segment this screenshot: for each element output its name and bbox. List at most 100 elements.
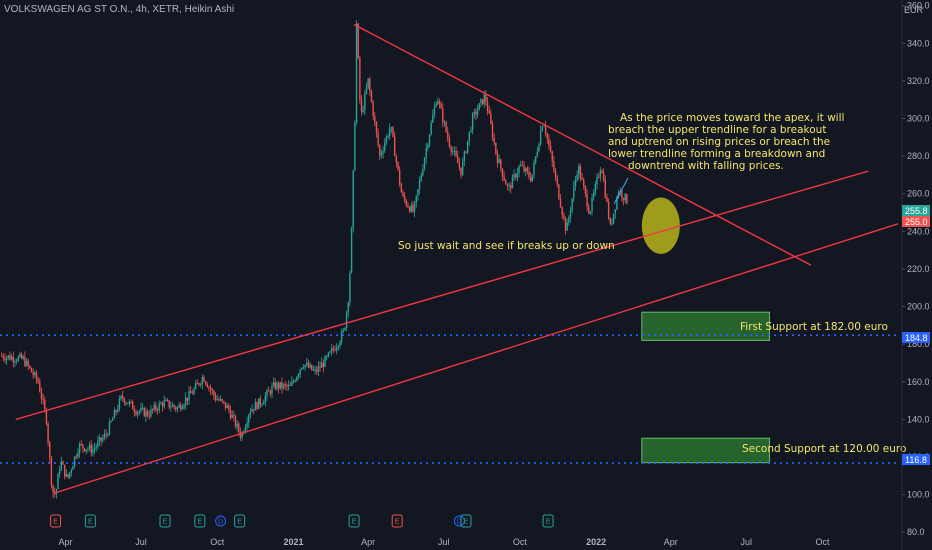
price-candle [427,144,429,149]
apex-note-line-1: As the price moves toward the apex, it w… [620,112,844,124]
price-candle [294,380,296,382]
price-candle [400,184,403,193]
price-candle [209,387,212,390]
price-candle [248,414,250,423]
price-candle [596,177,598,185]
price-candle [307,362,310,368]
price-candle [276,383,278,389]
price-candle [93,447,96,450]
earnings-marker-3 [194,514,206,528]
price-candle [175,407,177,410]
price-candle [73,456,76,467]
price-candle [520,164,522,167]
price-candle [59,469,61,474]
price-candle [130,401,132,403]
price-candle [569,210,572,218]
y-tick-label: 260.0 [907,189,930,199]
y-tick-label: 340.0 [907,38,930,48]
price-candle [506,184,509,186]
price-candle [161,403,164,407]
x-tick-label: Apr [361,537,375,547]
price-candle [458,163,461,168]
price-candle [453,151,456,153]
price-candle [362,109,364,112]
price-candle [534,156,537,163]
price-candle [88,444,91,449]
y-tick-label: 100.0 [907,490,930,500]
price-candle [25,360,28,366]
event-marker-label-6: E [352,519,357,526]
price-candle [239,431,242,438]
price-candle [385,136,388,144]
price-candle [498,159,500,164]
price-candle [249,411,252,415]
price-candle [561,207,563,215]
price-candle [428,134,431,145]
price-candle [365,87,368,94]
price-candle [447,131,449,139]
price-candle [196,383,199,385]
last-down-badge-bg [902,216,930,227]
price-candle [360,99,363,112]
price-candle [612,213,615,224]
price-candle [78,443,81,453]
price-candle [190,390,192,394]
earnings-marker-9 [460,514,472,528]
y-tick-label: 160.0 [907,377,930,387]
price-candle [5,357,8,361]
price-candle [301,367,303,370]
price-candle [413,203,416,212]
event-marker-label-1: E [88,519,93,526]
price-candle [145,410,147,417]
price-candle [566,222,568,231]
price-candle [148,415,150,417]
price-candle [549,145,552,152]
price-candle [47,423,49,443]
price-candle [602,173,605,181]
price-candle [455,151,457,157]
price-candle [286,384,288,387]
price-candle [325,356,328,358]
price-candle [337,345,340,348]
price-candle [256,402,258,409]
annotation-layer: So just wait and see if breaks up or dow… [398,112,906,455]
price-candle [236,423,238,427]
price-candle [473,111,475,114]
price-candle [533,162,535,175]
price-candle [173,405,175,408]
price-candle [476,110,479,115]
price-candle [32,372,34,376]
price-candle [158,403,160,411]
price-candle [551,151,553,162]
price-candle [128,401,131,404]
price-candle [251,409,253,412]
price-candle [518,166,520,173]
price-candle [50,458,53,486]
upper-channel-line [15,170,869,421]
price-candle [624,194,626,201]
price-candle [185,397,187,405]
last-down-badge: 255.0 [905,217,928,227]
price-candle [392,127,394,137]
x-tick-label: Oct [816,537,831,547]
price-candle [112,418,114,421]
y-tick-label: 280.0 [907,151,930,161]
price-candle [389,128,391,137]
price-candle [330,348,333,352]
price-candle [246,422,248,428]
y-tick-label: 220.0 [907,264,930,274]
x-tick-label: Jul [438,537,450,547]
price-candle [254,402,257,411]
second-support-label: Second Support at 120.00 euro [742,443,906,455]
price-candle [418,180,421,190]
price-candle [563,214,565,218]
price-candle [65,474,68,477]
price-candle [314,369,316,371]
price-candle [437,101,439,105]
price-candle [475,111,477,115]
price-candle [538,144,540,152]
price-candle [511,176,514,189]
